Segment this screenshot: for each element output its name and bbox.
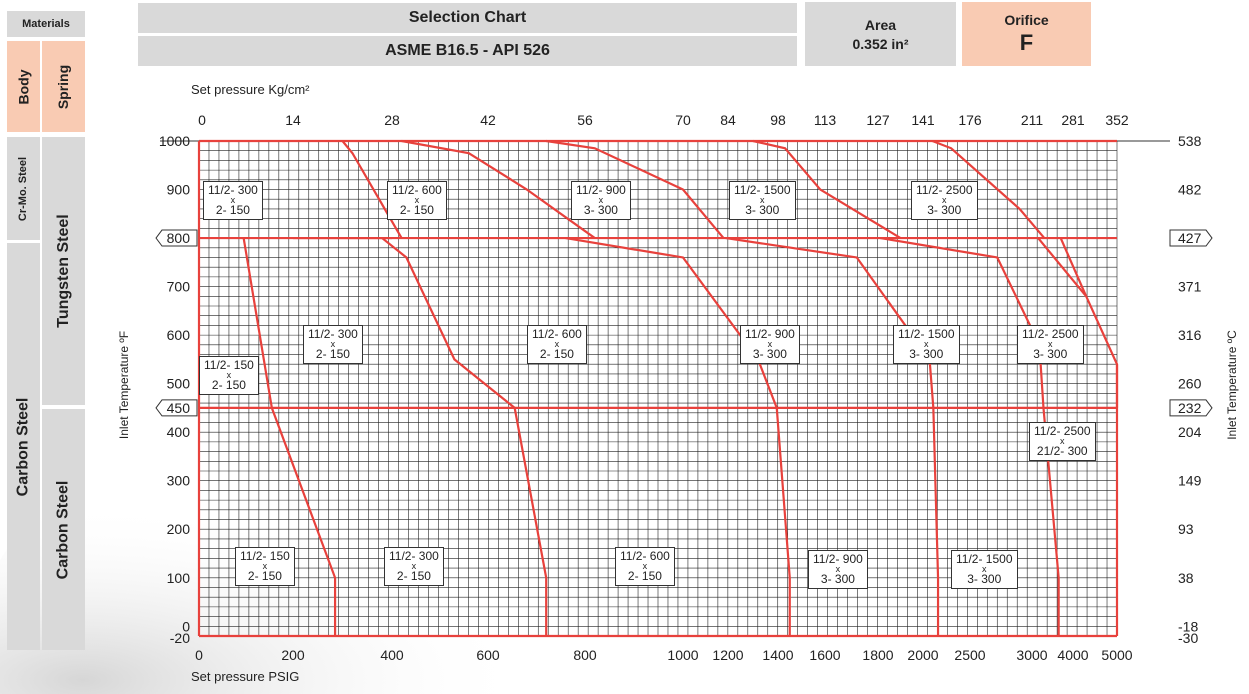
x-tick-label-psig: 200	[281, 647, 305, 663]
valve-size-outlet: 2- 150	[392, 203, 442, 218]
y-tick-label-f: 200	[167, 521, 191, 537]
valve-size-label: 11/2- 1500 x 3- 300	[893, 325, 960, 364]
x-tick-label-kgcm2: 352	[1105, 112, 1129, 128]
valve-size-outlet: 2- 150	[240, 569, 290, 584]
y-tick-label-f: 700	[167, 279, 191, 295]
x-tick-label-psig: 1400	[762, 647, 793, 663]
x-tick-label-kgcm2: 70	[675, 112, 691, 128]
x-tick-label-kgcm2: 141	[911, 112, 935, 128]
x-tick-label-kgcm2: 113	[814, 112, 837, 128]
y-tick-label-f: 400	[167, 424, 191, 440]
y-tick-label-c: 204	[1178, 424, 1202, 440]
y-tick-label-f: -20	[170, 630, 190, 646]
y-tick-label-c: 38	[1178, 570, 1194, 586]
x-tick-label-psig: 1800	[862, 647, 893, 663]
valve-size-label: 11/2- 900 x 3- 300	[740, 325, 800, 364]
valve-size-outlet: 2- 150	[308, 347, 358, 362]
y-tick-label-f: 800	[167, 230, 191, 246]
x-tick-label-kgcm2: 127	[866, 112, 890, 128]
valve-size-label: 11/2- 600 x 2- 150	[615, 547, 675, 586]
valve-size-label: 11/2- 150 x 2- 150	[199, 356, 259, 395]
valve-size-label: 11/2- 600 x 2- 150	[387, 181, 447, 220]
x-tick-label-psig: 800	[573, 647, 597, 663]
valve-size-label: 11/2- 2500 x 3- 300	[1017, 325, 1084, 364]
x-tick-label-kgcm2: 14	[285, 112, 301, 128]
x-tick-label-psig: 1200	[712, 647, 743, 663]
x-tick-label-kgcm2: 42	[480, 112, 496, 128]
y-tick-label-c: 93	[1178, 521, 1194, 537]
x-tick-label-kgcm2: 211	[1021, 112, 1044, 128]
valve-size-outlet: 21/2- 300	[1034, 444, 1091, 459]
y-tick-label-f: 300	[167, 473, 191, 489]
x-tick-label-kgcm2: 28	[384, 112, 400, 128]
x-tick-label-kgcm2: 0	[198, 112, 206, 128]
x-tick-label-psig: 0	[195, 647, 203, 663]
valve-size-label: 11/2- 900 x 3- 300	[571, 181, 631, 220]
valve-size-outlet: 3- 300	[734, 203, 791, 218]
valve-size-outlet: 3- 300	[956, 572, 1013, 587]
x-tick-label-psig: 5000	[1101, 647, 1132, 663]
valve-size-label: 11/2- 900 x 3- 300	[808, 550, 868, 589]
y-tick-label-f: 1000	[159, 133, 190, 149]
valve-size-outlet: 2- 150	[532, 347, 582, 362]
y-tick-label-f: 600	[167, 327, 191, 343]
valve-size-label: 11/2- 300 x 2- 150	[384, 547, 444, 586]
x-tick-label-psig: 4000	[1057, 647, 1088, 663]
y-tick-label-c: 316	[1178, 327, 1202, 343]
y-tick-label-f: 500	[167, 376, 191, 392]
x-tick-label-psig: 2000	[907, 647, 938, 663]
valve-size-outlet: 2- 150	[620, 569, 670, 584]
valve-size-label: 11/2- 300 x 2- 150	[203, 181, 263, 220]
x-tick-label-kgcm2: 281	[1061, 112, 1085, 128]
y-tick-label-f: 900	[167, 182, 191, 198]
x-tick-label-kgcm2: 56	[577, 112, 593, 128]
y-tick-label-c: 538	[1178, 133, 1202, 149]
x-tick-label-kgcm2: 98	[770, 112, 786, 128]
valve-size-outlet: 3- 300	[898, 347, 955, 362]
valve-size-label: 11/2- 2500 x 21/2- 300	[1029, 422, 1096, 461]
x-tick-label-psig: 1600	[809, 647, 840, 663]
x-tick-label-psig: 400	[380, 647, 404, 663]
x-tick-label-psig: 3000	[1016, 647, 1047, 663]
y-tick-label-c: 427	[1178, 230, 1202, 246]
y-tick-label-c: 260	[1178, 376, 1202, 392]
y-tick-label-c: 149	[1178, 473, 1202, 489]
x-tick-label-psig: 2500	[954, 647, 985, 663]
valve-size-outlet: 3- 300	[745, 347, 795, 362]
x-tick-label-psig: 1000	[667, 647, 698, 663]
y-tick-label-c: -30	[1178, 630, 1198, 646]
y-tick-label-f: 100	[167, 570, 191, 586]
y-tick-label-f: 450	[167, 400, 191, 416]
valve-size-outlet: 3- 300	[916, 203, 973, 218]
valve-size-label: 11/2- 600 x 2- 150	[527, 325, 587, 364]
valve-size-label: 11/2- 1500 x 3- 300	[729, 181, 796, 220]
valve-size-outlet: 3- 300	[1022, 347, 1079, 362]
valve-size-outlet: 2- 150	[389, 569, 439, 584]
valve-size-outlet: 2- 150	[208, 203, 258, 218]
x-tick-label-kgcm2: 176	[958, 112, 982, 128]
valve-size-outlet: 2- 150	[204, 378, 254, 393]
valve-size-label: 11/2- 300 x 2- 150	[303, 325, 363, 364]
y-tick-label-c: 482	[1178, 182, 1202, 198]
x-tick-label-kgcm2: 84	[720, 112, 736, 128]
x-tick-label-psig: 600	[476, 647, 500, 663]
valve-size-label: 11/2- 150 x 2- 150	[235, 547, 295, 586]
valve-size-outlet: 3- 300	[576, 203, 626, 218]
y-tick-label-c: 232	[1178, 400, 1202, 416]
y-tick-label-c: 371	[1178, 279, 1202, 295]
valve-size-outlet: 3- 300	[813, 572, 863, 587]
valve-size-label: 11/2- 2500 x 3- 300	[911, 181, 978, 220]
valve-size-label: 11/2- 1500 x 3- 300	[951, 550, 1018, 589]
